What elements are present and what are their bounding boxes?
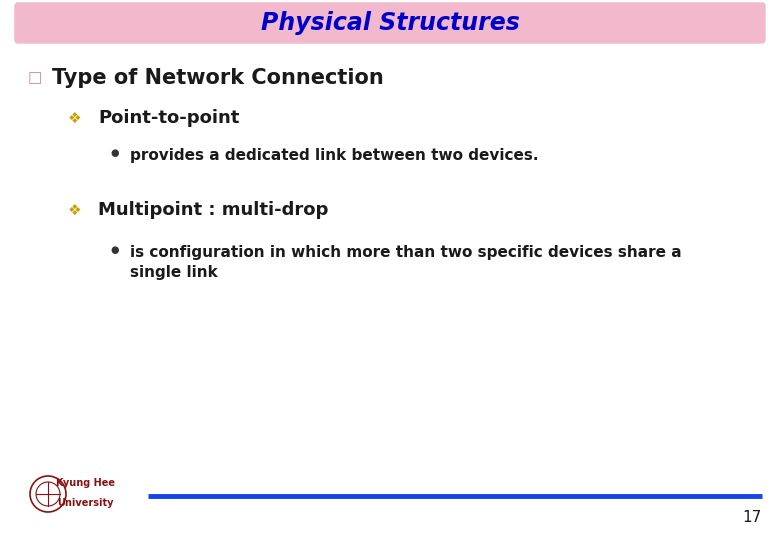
- Text: University: University: [57, 498, 113, 508]
- Text: Multipoint : multi-drop: Multipoint : multi-drop: [98, 201, 328, 219]
- Text: Kyung Hee: Kyung Hee: [55, 478, 115, 488]
- Text: is configuration in which more than two specific devices share a
single link: is configuration in which more than two …: [130, 245, 682, 280]
- Text: Physical Structures: Physical Structures: [261, 11, 519, 35]
- Text: ●: ●: [110, 245, 119, 255]
- Text: ●: ●: [110, 148, 119, 158]
- Text: provides a dedicated link between two devices.: provides a dedicated link between two de…: [130, 148, 538, 163]
- Text: 17: 17: [743, 510, 762, 525]
- Text: Point-to-point: Point-to-point: [98, 109, 239, 127]
- Text: ❖: ❖: [68, 202, 82, 218]
- Text: ❖: ❖: [68, 111, 82, 125]
- FancyBboxPatch shape: [15, 3, 765, 43]
- Text: Type of Network Connection: Type of Network Connection: [52, 68, 384, 88]
- Text: □: □: [28, 71, 42, 85]
